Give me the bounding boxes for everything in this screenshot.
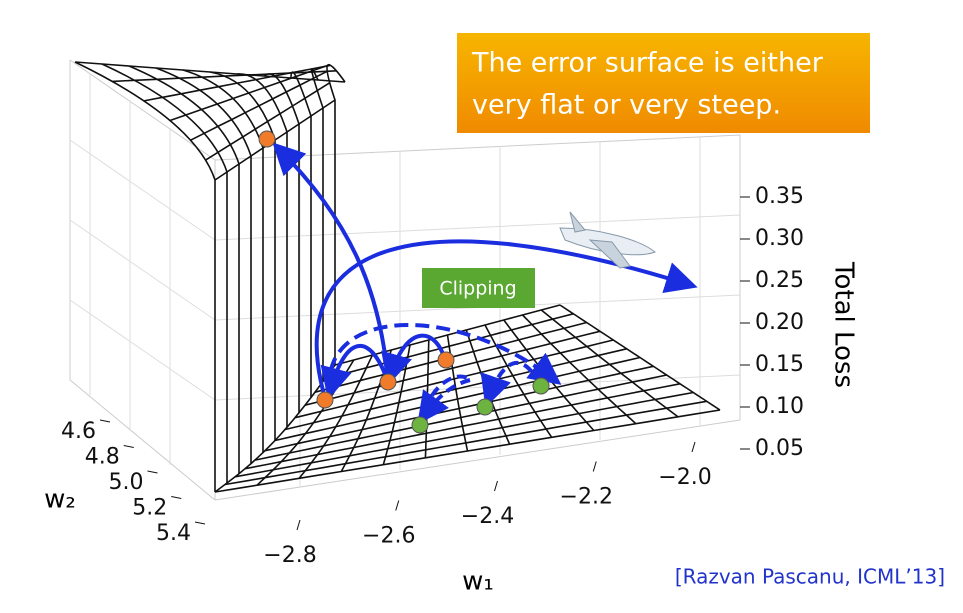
z-tick-label: 0.10 — [755, 394, 804, 419]
y-tick-label: 4.6 — [61, 419, 96, 444]
clipping-box — [422, 268, 535, 308]
plateau-line — [190, 70, 328, 141]
surface-line — [446, 334, 469, 452]
trajectories — [272, 142, 698, 426]
plateau-line — [74, 61, 346, 83]
callout-line: very flat or very steep. — [472, 90, 781, 121]
z-tick-label: 0.05 — [755, 436, 804, 461]
y-tick — [147, 470, 158, 474]
surface-line — [214, 409, 721, 493]
plateau-line — [143, 64, 331, 102]
z-tick-label: 0.25 — [755, 268, 804, 293]
y-tick — [123, 445, 134, 448]
points — [258, 130, 550, 434]
x-tick-label: −2.0 — [658, 465, 711, 490]
y-tick — [99, 419, 111, 423]
plateau-line — [205, 82, 331, 161]
surface-line — [256, 359, 355, 486]
cliff-line — [290, 71, 312, 398]
cliff-line — [155, 67, 252, 464]
axes-box — [69, 59, 741, 501]
cliff-line — [128, 65, 240, 474]
y-axis-label: w₂ — [44, 485, 76, 515]
x-tick-label: −2.2 — [560, 485, 613, 510]
z-tick-label: 0.30 — [755, 226, 804, 251]
y-tick-label: 4.8 — [85, 445, 120, 470]
y-tick — [194, 521, 206, 525]
z-tick-label: 0.20 — [755, 310, 804, 335]
y-tick-label: 5.2 — [132, 496, 167, 521]
airplane — [559, 211, 656, 269]
clipping-label: Clipping — [439, 278, 516, 300]
cliff-line — [74, 61, 216, 492]
x-axis-label: w₁ — [462, 567, 494, 597]
cliff-line — [101, 63, 228, 484]
y-tick-label: 5.0 — [109, 470, 144, 495]
y-tick-label: 5.4 — [156, 521, 191, 546]
z-axis-label: Total Loss — [829, 261, 859, 388]
surface-line — [234, 391, 694, 478]
x-tick-label: −2.6 — [362, 524, 415, 549]
x-tick-label: −2.8 — [263, 543, 316, 568]
callout-box — [457, 33, 870, 133]
cliff-line — [326, 63, 346, 365]
x-tick-label: −2.4 — [461, 504, 514, 529]
surface-line — [559, 304, 721, 411]
cliff-line — [236, 73, 288, 428]
z-tick-label: 0.15 — [755, 352, 804, 377]
z-tick-label: 0.35 — [755, 184, 804, 209]
x-tick — [494, 480, 498, 492]
y-tick — [171, 496, 182, 499]
x-tick — [691, 441, 696, 453]
callout-line: The error surface is either — [471, 48, 824, 79]
surface-line — [540, 309, 679, 418]
citation: [Razvan Pascanu, ICML’13] — [675, 565, 945, 589]
surface-line — [424, 339, 430, 458]
x-tick — [395, 500, 400, 511]
plateau-line — [112, 70, 337, 83]
plateau-line — [169, 64, 328, 122]
x-tick — [592, 461, 597, 472]
cliff-line — [209, 71, 276, 441]
surface-line — [224, 400, 707, 486]
x-tick — [296, 519, 301, 531]
